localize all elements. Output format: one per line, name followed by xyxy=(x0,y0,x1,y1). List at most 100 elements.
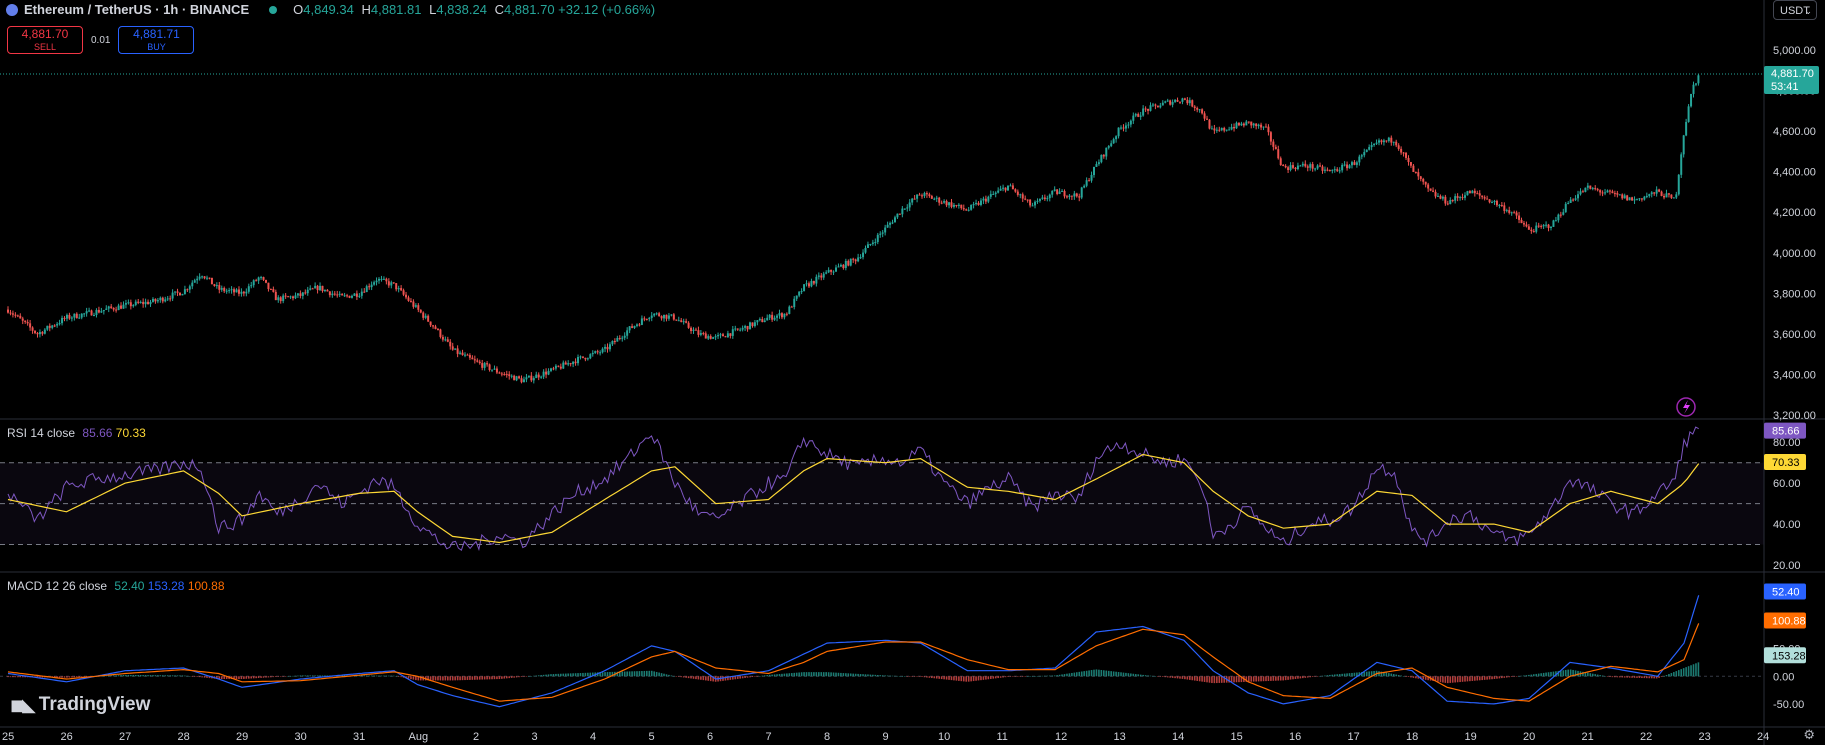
macd-histogram-bar xyxy=(997,676,999,679)
macd-legend[interactable]: MACD 12 26 close 52.40 153.28 100.88 xyxy=(7,579,225,593)
candle-body xyxy=(176,291,179,293)
candle-body xyxy=(923,193,926,197)
macd-histogram-bar xyxy=(631,671,633,677)
candle-body xyxy=(1378,140,1381,143)
macd-histogram-bar xyxy=(950,676,953,681)
candle-body xyxy=(680,320,683,322)
macd-histogram-bar xyxy=(1311,676,1314,677)
macd-histogram-bar xyxy=(967,676,970,682)
candle-body xyxy=(1441,196,1444,199)
macd-histogram-bar xyxy=(243,676,245,679)
macd-histogram-bar xyxy=(1442,676,1444,683)
macd-histogram-bar xyxy=(439,676,442,681)
macd-value: 52.40 xyxy=(1772,586,1800,598)
macd-histogram-bar xyxy=(852,673,855,677)
macd-histogram-bar xyxy=(1547,672,1550,677)
macd-histogram-bar xyxy=(1120,672,1122,677)
candle-body xyxy=(478,361,481,364)
candle-body xyxy=(378,278,381,281)
macd-histogram-bar xyxy=(392,675,395,677)
macd-histogram-bar xyxy=(1380,671,1383,677)
macd-histogram-bar xyxy=(1515,676,1518,677)
candle-body xyxy=(7,309,9,313)
macd-histogram-bar xyxy=(655,671,658,677)
candle-body xyxy=(591,352,594,355)
macd-histogram-bar xyxy=(1147,675,1149,677)
macd-histogram-bar xyxy=(673,676,675,677)
candle-body xyxy=(763,320,766,323)
macd-histogram-bar xyxy=(1569,669,1572,677)
macd-histogram-bar xyxy=(1508,676,1511,678)
candle-body xyxy=(1663,195,1666,198)
candle-body xyxy=(73,313,76,318)
macd-pane xyxy=(0,595,1764,708)
candle-body xyxy=(1461,197,1464,199)
candle-body xyxy=(1034,201,1037,206)
macd-histogram-bar xyxy=(466,676,469,680)
candle-body xyxy=(68,314,71,319)
macd-histogram-bar xyxy=(1346,673,1348,677)
macd-histogram-bar xyxy=(105,675,108,677)
candle-body xyxy=(90,310,93,316)
macd-histogram-bar xyxy=(515,676,518,678)
candle-body xyxy=(274,291,277,301)
macd-histogram-bar xyxy=(53,676,56,678)
candle-body xyxy=(884,227,887,233)
candle-body xyxy=(726,333,729,338)
macd-histogram-bar xyxy=(41,676,44,678)
currency-select[interactable]: USDT ⌄ xyxy=(1773,0,1817,20)
candle-body xyxy=(562,362,565,369)
candle-body xyxy=(311,288,314,290)
candle-body xyxy=(78,317,81,319)
candle-body xyxy=(1009,185,1012,187)
candle-body xyxy=(518,376,521,379)
candle-body xyxy=(441,336,444,340)
candle-body xyxy=(1650,192,1653,195)
candle-body xyxy=(611,341,614,345)
candle-body xyxy=(102,309,105,312)
candle-body xyxy=(1694,83,1697,85)
macd-histogram-bar xyxy=(164,675,167,677)
candle-body xyxy=(1095,164,1098,167)
macd-histogram-bar xyxy=(626,671,628,677)
macd-histogram-bar xyxy=(275,676,277,677)
sell-button[interactable]: 4,881.70 SELL xyxy=(7,26,83,54)
macd-histogram-bar xyxy=(1314,676,1316,677)
macd-histogram-bar xyxy=(1478,676,1481,681)
tradingview-logo[interactable]: ◼◣ TradingView xyxy=(10,694,151,715)
candle-body xyxy=(1387,137,1390,142)
macd-histogram-bar xyxy=(1287,676,1289,680)
macd-histogram-bar xyxy=(66,676,68,678)
candle-body xyxy=(572,361,575,365)
macd-value-tag xyxy=(1764,583,1806,600)
candle-body xyxy=(1429,188,1432,191)
candle-body xyxy=(1019,194,1022,196)
candle-body xyxy=(1444,196,1447,204)
macd-histogram-bar xyxy=(896,675,899,677)
macd-histogram-bar xyxy=(361,675,363,677)
spread-value: 0.01 xyxy=(91,34,111,46)
buy-button[interactable]: 4,881.71 BUY xyxy=(118,26,195,54)
macd-histogram-bar xyxy=(545,674,547,677)
candle-body xyxy=(1228,129,1231,131)
candle-body xyxy=(1100,154,1103,163)
macd-histogram-bar xyxy=(1675,671,1678,677)
macd-histogram-bar xyxy=(58,676,61,678)
candle-body xyxy=(338,293,341,295)
candle-body xyxy=(144,301,147,305)
candle-body xyxy=(500,373,503,375)
macd-histogram-bar xyxy=(1653,676,1655,679)
settings-gear-icon[interactable]: ⚙ xyxy=(1803,727,1815,742)
rsi-legend[interactable]: RSI 14 close 85.66 70.33 xyxy=(7,426,146,440)
symbol-header[interactable]: Ethereum / TetherUS · 1h · BINANCE O4,84… xyxy=(6,2,659,17)
macd-histogram-bar xyxy=(1211,676,1213,684)
candle-body xyxy=(535,374,538,379)
candle-body xyxy=(1640,198,1643,200)
macd-histogram-bar xyxy=(1257,676,1260,682)
candle-body xyxy=(660,316,663,319)
candle-body xyxy=(134,301,137,305)
rsi-pane xyxy=(0,426,1764,552)
last-price-value: 4,881.70 xyxy=(1771,68,1814,80)
macd-histogram-bar xyxy=(1316,676,1319,677)
